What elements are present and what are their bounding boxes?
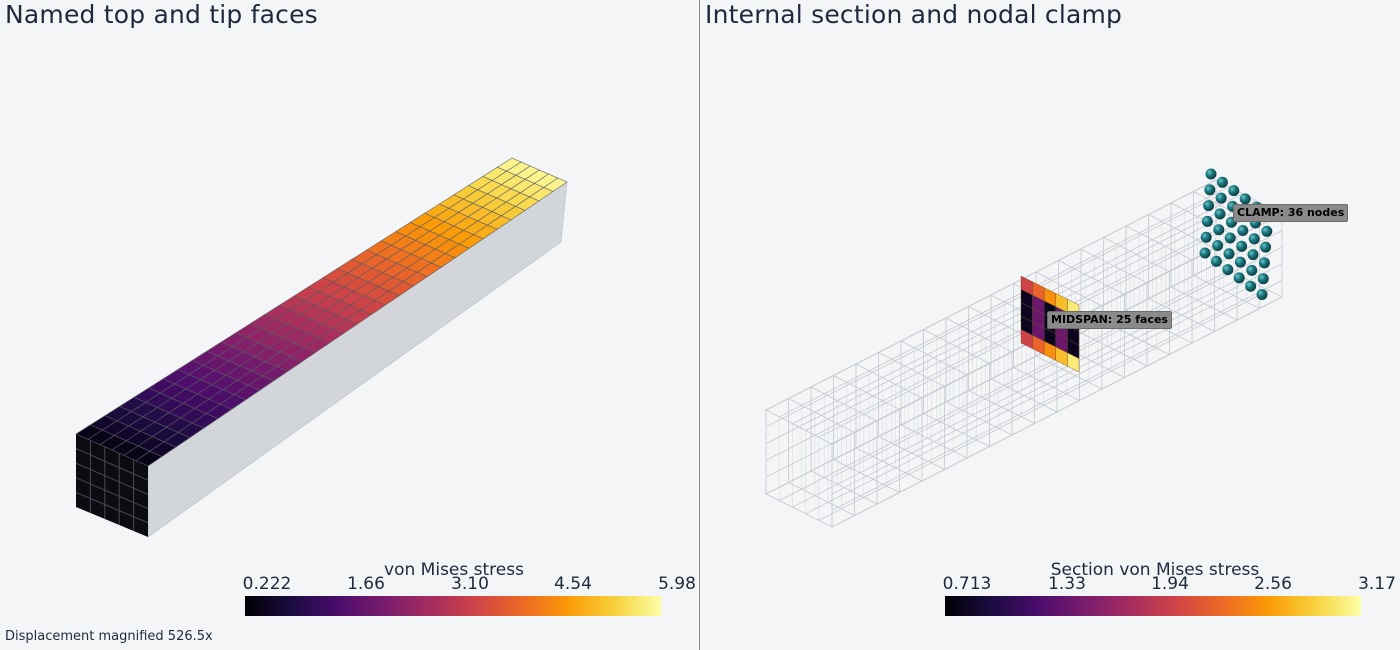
midspan-label: MIDSPAN: 25 faces bbox=[1047, 311, 1172, 329]
clamp-node bbox=[1203, 200, 1215, 212]
clamp-node bbox=[1228, 185, 1240, 197]
clamp-node bbox=[1215, 192, 1227, 204]
clamp-node bbox=[1223, 248, 1235, 260]
clamp-node bbox=[1248, 233, 1260, 245]
left-colorbar-tick: 4.54 bbox=[554, 574, 592, 594]
right-colorbar-tick: 1.33 bbox=[1048, 574, 1086, 594]
beam-top-face bbox=[75, 157, 568, 467]
clamp-node bbox=[1258, 257, 1270, 269]
right-view-title: Internal section and nodal clamp bbox=[705, 0, 1123, 29]
displacement-footnote: Displacement magnified 526.5x bbox=[5, 629, 213, 644]
right-colorbar-tick: 2.56 bbox=[1254, 574, 1292, 594]
clamp-node bbox=[1234, 256, 1246, 268]
clamp-node bbox=[1201, 215, 1213, 227]
clamp-node bbox=[1213, 224, 1225, 236]
clamp-node bbox=[1257, 273, 1269, 285]
clamp-node bbox=[1233, 272, 1245, 284]
left-colorbar-title: von Mises stress bbox=[384, 560, 524, 580]
left-viewport[interactable]: Named top and tip faces von Mises stress… bbox=[0, 0, 699, 650]
left-view-title: Named top and tip faces bbox=[5, 0, 318, 29]
beam-solid bbox=[75, 157, 568, 538]
right-colorbar-tick: 3.17 bbox=[1358, 574, 1396, 594]
clamp-node bbox=[1224, 232, 1236, 244]
clamp-node bbox=[1236, 240, 1248, 252]
clamp-node bbox=[1222, 264, 1234, 276]
clamp-node bbox=[1246, 264, 1258, 276]
left-colorbar-tick: 1.66 bbox=[347, 574, 385, 594]
clamp-node bbox=[1200, 231, 1212, 243]
clamp-node bbox=[1256, 289, 1268, 300]
left-colorbar-tick: 3.10 bbox=[451, 574, 489, 594]
beam-surface-render[interactable] bbox=[0, 0, 699, 650]
clamp-node bbox=[1205, 168, 1217, 180]
clamp-node bbox=[1261, 225, 1273, 237]
left-colorbar-tick: 5.98 bbox=[658, 574, 696, 594]
clamp-node bbox=[1214, 208, 1226, 220]
clamp-node bbox=[1199, 247, 1211, 259]
clamp-node bbox=[1204, 184, 1216, 196]
clamp-node bbox=[1216, 176, 1228, 188]
clamp-node bbox=[1247, 249, 1259, 261]
right-colorbar bbox=[945, 596, 1361, 616]
left-colorbar-tick: 0.222 bbox=[242, 574, 292, 594]
clamp-node bbox=[1237, 225, 1249, 236]
left-colorbar bbox=[245, 596, 661, 616]
clamp-node bbox=[1260, 241, 1272, 253]
clamp-label: CLAMP: 36 nodes bbox=[1233, 204, 1349, 222]
clamp-node bbox=[1212, 240, 1224, 251]
clamp-node bbox=[1239, 193, 1251, 205]
viewport-divider bbox=[699, 0, 700, 650]
clamp-node bbox=[1210, 255, 1222, 267]
right-colorbar-tick: 1.94 bbox=[1151, 574, 1189, 594]
right-viewport[interactable]: Internal section and nodal clamp MIDSPAN… bbox=[700, 0, 1400, 650]
right-colorbar-tick: 0.713 bbox=[942, 574, 992, 594]
right-colorbar-title: Section von Mises stress bbox=[1050, 560, 1260, 580]
clamp-node bbox=[1245, 280, 1257, 292]
beam-end-face bbox=[75, 434, 149, 537]
